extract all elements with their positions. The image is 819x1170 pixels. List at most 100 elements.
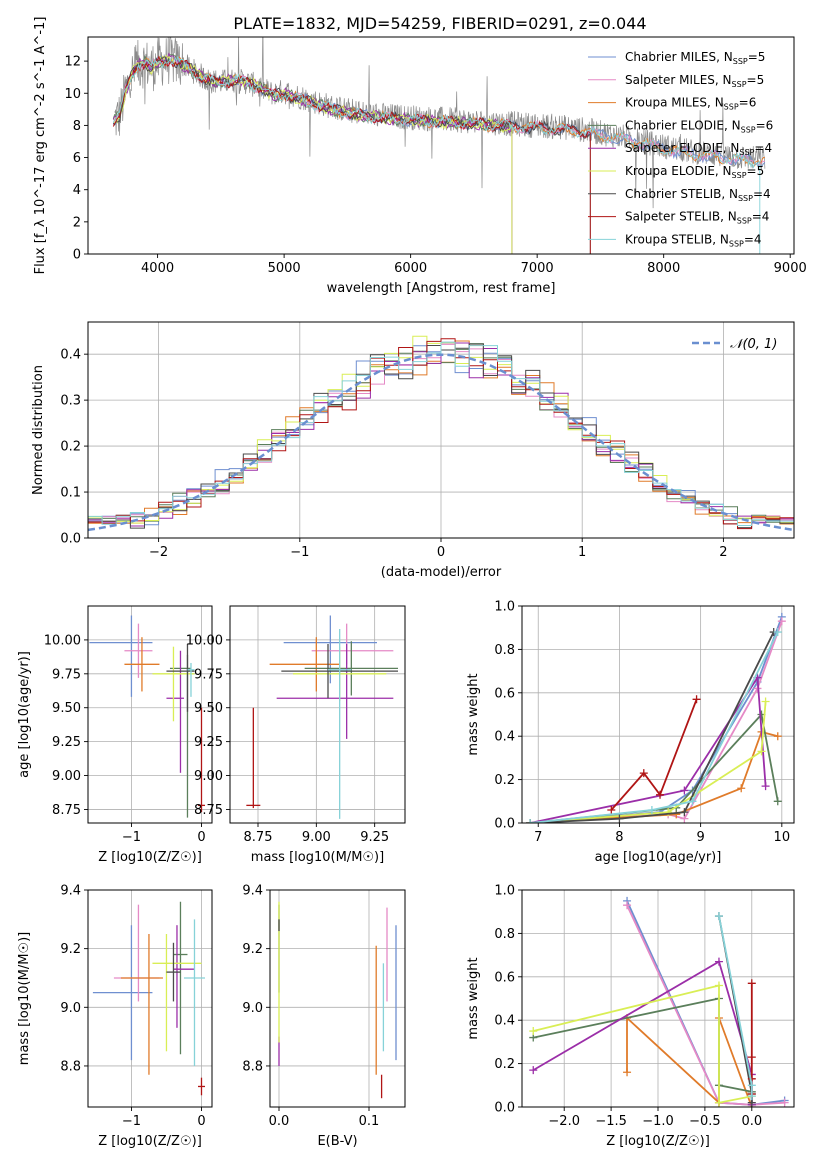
y-tick-label: 9.0 (242, 1001, 263, 1016)
y-tick-label: 8.8 (60, 1059, 81, 1074)
x-axis-label: Z [log10(Z/Z☉)] (98, 850, 202, 865)
y-tick-label: 0.4 (494, 1014, 515, 1029)
mass-weight-line (530, 631, 775, 823)
legend-nssp: =4 (754, 141, 772, 155)
y-axis-label: mass weight (466, 673, 481, 755)
mass-weight-marker (529, 1066, 538, 1075)
x-tick-label: 7 (534, 830, 542, 845)
x-tick-label: 0.0 (269, 1114, 290, 1129)
x-axis-label: Z [log10(Z/Z☉)] (98, 1134, 202, 1149)
mass-weight-line (530, 631, 779, 823)
mass-weight-marker (747, 979, 756, 988)
y-tick-label: 10.00 (186, 633, 223, 648)
mass-weight-marker (688, 797, 697, 806)
mass-weight-series (623, 901, 789, 1107)
mass-weight-marker (747, 1053, 756, 1062)
mass-weight-line (626, 904, 785, 1106)
age-vs-Z-frame (87, 605, 213, 824)
y-tick-label: 9.4 (242, 884, 263, 899)
age-vs-mass-marks (246, 615, 398, 819)
mass-weight-series (607, 695, 701, 814)
error-bar-point (166, 643, 195, 712)
mass-weight-vs-age-panel: 7 8 9 10 0.0 0.2 0.4 0.6 0.8 1.0 age [log10(age/yr… (466, 600, 795, 865)
mass-weight-marker (714, 957, 723, 966)
mass-weight-marker (615, 814, 624, 823)
y-tick-label: 12 (64, 55, 81, 70)
error-bar-point (187, 662, 195, 697)
mass-weight-marker (761, 697, 770, 706)
age-vs-Z-marks (89, 615, 205, 818)
error-bar-point (173, 901, 188, 1055)
error-bar-point (269, 637, 340, 692)
x-tick-label: 1 (578, 545, 586, 560)
model-spectrum-line (113, 55, 513, 254)
y-tick-label: 9.25 (52, 735, 81, 750)
mass-weight-marker (623, 1068, 632, 1077)
mass-vs-EBV-marks (278, 901, 397, 1099)
x-tick-label: −1.0 (642, 1114, 674, 1129)
x-tick-label: −1 (122, 830, 141, 845)
error-bar-point (246, 707, 261, 809)
mass-weight-series (714, 912, 756, 1101)
model-spectrum-line (112, 56, 761, 254)
y-tick-label: 8.75 (52, 803, 81, 818)
spectrum-frame (87, 36, 795, 255)
x-tick-label: 9 (696, 830, 704, 845)
error-bar-point (152, 933, 202, 1052)
error-bar-point (276, 643, 394, 739)
y-tick-label: 0.3 (60, 394, 81, 409)
y-tick-label: 9.75 (52, 667, 81, 682)
mass-weight-marker (773, 797, 782, 806)
error-bar-point (120, 933, 163, 1075)
panels: 4000 5000 6000 7000 8000 9000024681012wavelen… (17, 17, 807, 1149)
legend-nssp: =5 (747, 73, 765, 87)
error-bar-point (311, 623, 394, 665)
y-tick-label: 8.75 (194, 803, 223, 818)
y-tick-label: 0.2 (494, 773, 515, 788)
model-spectrum-line (112, 55, 591, 254)
y-tick-label: 0 (73, 248, 81, 263)
legend-entry: Kroupa STELIB, NSSP=4 (625, 232, 762, 248)
x-tick-label: 0 (437, 545, 445, 560)
error-bar-point (113, 904, 160, 1002)
x-tick-label: −2 (149, 545, 168, 560)
legend-nssp: =5 (748, 50, 766, 64)
y-tick-label: 9.50 (52, 701, 81, 716)
figure-title: PLATE=1832, MJD=54259, FIBERID=0291, z=0… (233, 14, 646, 33)
y-tick-label: 1.0 (494, 884, 515, 899)
y-tick-label: 0.4 (494, 730, 515, 745)
y-tick-label: 9.4 (60, 884, 81, 899)
error-bar-point (183, 919, 205, 1066)
y-tick-label: 8 (73, 119, 81, 134)
x-tick-label: 9000 (774, 261, 807, 276)
legend-entry: Kroupa MILES, NSSP=6 (625, 96, 756, 112)
mass-weight-marker (737, 784, 746, 793)
error-bar-point (304, 641, 398, 696)
mass-vs-EBV-frame (269, 889, 406, 1108)
mass-weight-marker (623, 901, 632, 910)
legend-entry: Chabrier MILES, NSSP=5 (625, 50, 765, 66)
mass-weight-series (529, 981, 756, 1107)
age-vs-Z-panel: −1 0 8.75 9.00 9.25 9.50 9.75 10.00 Z [log10(Z/Z… (17, 605, 213, 865)
mass-weight-marker (680, 808, 689, 817)
x-tick-label: 0.0 (741, 1114, 762, 1129)
mass-weight-line (626, 1015, 753, 1107)
y-tick-label: 0.8 (494, 927, 515, 942)
legend-series-name: Chabrier MILES, (625, 50, 724, 64)
legend-series-name: Kroupa ELODIE, (625, 164, 723, 178)
y-tick-label: 0.0 (494, 1101, 515, 1116)
y-tick-label: 10 (64, 87, 81, 102)
y-axis-label: mass weight (466, 957, 481, 1039)
mass-weight-marker (607, 805, 616, 814)
legend-series-name: Kroupa STELIB, (625, 232, 720, 246)
y-tick-label: 0.4 (60, 348, 81, 363)
x-axis-label: age [log10(age/yr)] (595, 850, 722, 865)
y-tick-label: 9.0 (60, 1001, 81, 1016)
normal-curve-line (88, 353, 794, 532)
mass-weight-marker (664, 808, 673, 817)
y-tick-label: 9.00 (194, 769, 223, 784)
age-vs-mass-frame (229, 605, 406, 824)
x-tick-label: 10 (774, 830, 791, 845)
model-spectrum-line (112, 54, 513, 254)
mass-weight-marker (714, 1098, 723, 1107)
